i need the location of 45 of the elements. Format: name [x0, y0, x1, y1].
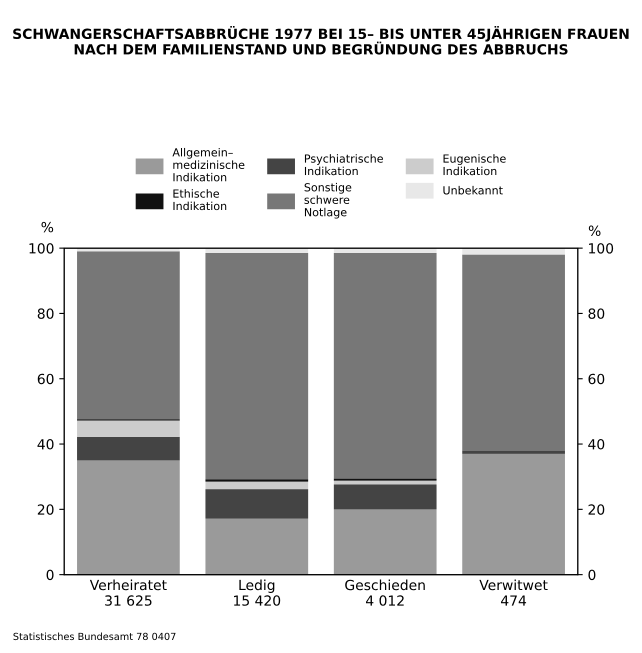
- text: Statistisches Bundesamt 78 0407: [13, 632, 176, 640]
- bar: [205, 518, 308, 575]
- legend-label: Psychiatrische Indikation: [304, 154, 383, 176]
- y-tick-label: 40: [37, 439, 54, 450]
- x-tick-label: Geschieden 4 012: [345, 580, 425, 606]
- bar: [334, 509, 437, 575]
- bar: [334, 253, 437, 479]
- y2-tick-label: 20: [588, 504, 604, 515]
- bar: [205, 248, 308, 254]
- legend-label: Sonstige schwere Notlage: [304, 182, 352, 219]
- legend-label: Ethische Indikation: [173, 189, 226, 210]
- bar: [77, 251, 180, 420]
- y2-tick-label: 80: [588, 308, 604, 319]
- y-tick-label: 0: [46, 570, 54, 580]
- y2-tick-label: 100: [589, 243, 614, 254]
- bar: [462, 248, 565, 255]
- legend-label: Eugenische Indikation: [444, 154, 506, 176]
- chart-title: SCHWANGERSCHAFTSABBRÜCHE 1977 BEI 15– BIS UNTER 45JÄHRIGEN FRAUEN NACH DEM FAMILIENSTAND UND BEGRÜNDUNG DES ABBRUCHS: [13, 26, 629, 55]
- bar: [462, 454, 565, 575]
- y-tick-label: 80: [38, 308, 54, 319]
- y2-tick-label: 0: [588, 570, 596, 580]
- y-tick-label: 60: [38, 374, 54, 384]
- x-tick-label: Verwitwet 474: [479, 580, 548, 606]
- y2-tick-label: 40: [588, 439, 604, 450]
- bar: [205, 253, 308, 480]
- bar: [77, 436, 180, 460]
- bar: [462, 450, 565, 454]
- y2-axis-title: %: [588, 226, 601, 236]
- y-tick-label: 20: [38, 504, 54, 515]
- legend-label: Allgemein– medizinische Indikation: [172, 148, 244, 182]
- bar: [334, 248, 437, 254]
- bar: [334, 484, 437, 510]
- bar: [334, 480, 437, 485]
- y2-tick-label: 60: [588, 374, 604, 384]
- x-tick-label: Ledig 15 420: [234, 580, 280, 606]
- bar: [462, 254, 565, 451]
- y-tick-label: 100: [29, 243, 54, 254]
- bar: [77, 420, 180, 437]
- bar: [205, 482, 308, 490]
- x-tick-label: Verheiratet 31 625: [90, 580, 167, 606]
- y-axis-title: %: [41, 222, 54, 232]
- legend-label: Unbekannt: [443, 186, 503, 195]
- bar: [77, 460, 180, 575]
- bar: [205, 489, 308, 518]
- bar: [77, 248, 180, 252]
